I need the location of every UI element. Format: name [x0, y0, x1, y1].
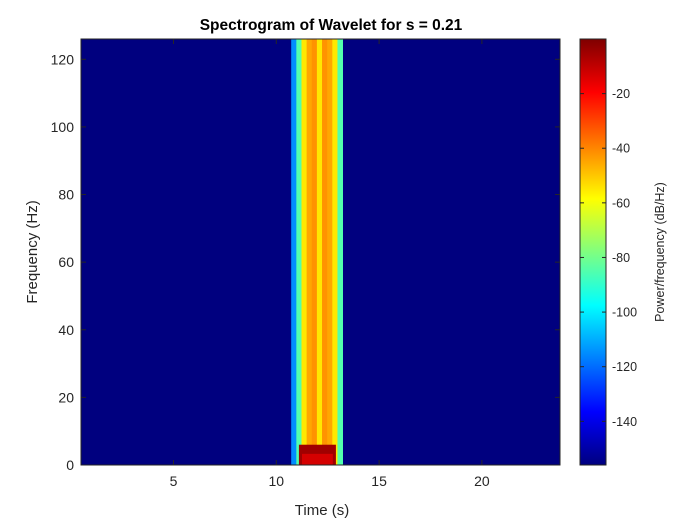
x-tick-label: 10 — [269, 473, 285, 489]
colorbar-ticks: -20 -40 -60 -80 -100 -120 -140 — [580, 87, 637, 429]
y-tick-label: 120 — [51, 51, 75, 67]
y-tick-label: 100 — [51, 119, 75, 135]
y-axis-label: Frequency (Hz) — [24, 200, 41, 303]
heatmap-cell — [322, 39, 328, 465]
heatmap-cell — [316, 39, 323, 465]
x-tick-label: 20 — [474, 473, 490, 489]
y-axis-ticks: 0 20 40 60 80 100 120 — [51, 51, 560, 473]
heatmap-cell — [327, 39, 333, 465]
colorbar-label: Power/frequency (dB/Hz) — [653, 182, 667, 322]
heatmap-cell — [332, 39, 338, 465]
y-tick-label: 60 — [58, 254, 74, 270]
y-tick-label: 20 — [58, 389, 74, 405]
x-tick-label: 15 — [371, 473, 387, 489]
heatmap-cell — [291, 39, 297, 465]
heatmap-cell — [337, 39, 343, 465]
colorbar-tick-label: -20 — [612, 87, 630, 101]
x-tick-label: 5 — [170, 473, 178, 489]
heatmap-cells — [291, 39, 343, 465]
x-axis-label: Time (s) — [295, 502, 349, 519]
heatmap-cell — [296, 39, 302, 465]
x-axis-ticks: 5 10 15 20 — [170, 39, 490, 489]
colorbar-tick-label: -60 — [612, 196, 630, 210]
plot-frame — [80, 38, 561, 466]
y-tick-label: 0 — [66, 457, 74, 473]
heatmap-cell — [311, 39, 318, 465]
chart-title: Spectrogram of Wavelet for s = 0.21 — [200, 17, 463, 34]
colorbar-tick-label: -80 — [612, 251, 630, 265]
y-tick-label: 80 — [58, 187, 74, 203]
heatmap-cell — [301, 39, 308, 465]
colorbar-tick-label: -120 — [612, 360, 637, 374]
plot-area — [80, 38, 561, 466]
colorbar-tick-label: -40 — [612, 142, 630, 156]
colorbar-gradient — [579, 38, 607, 466]
heatmap-cell — [306, 39, 313, 465]
y-tick-label: 40 — [58, 322, 74, 338]
heatmap-cell-peak-core — [302, 453, 333, 465]
colorbar-tick-label: -100 — [612, 306, 637, 320]
colorbar-tick-label: -140 — [612, 415, 637, 429]
colorbar: -20 -40 -60 -80 -100 -120 -140 Power/frequency… — [579, 38, 667, 466]
